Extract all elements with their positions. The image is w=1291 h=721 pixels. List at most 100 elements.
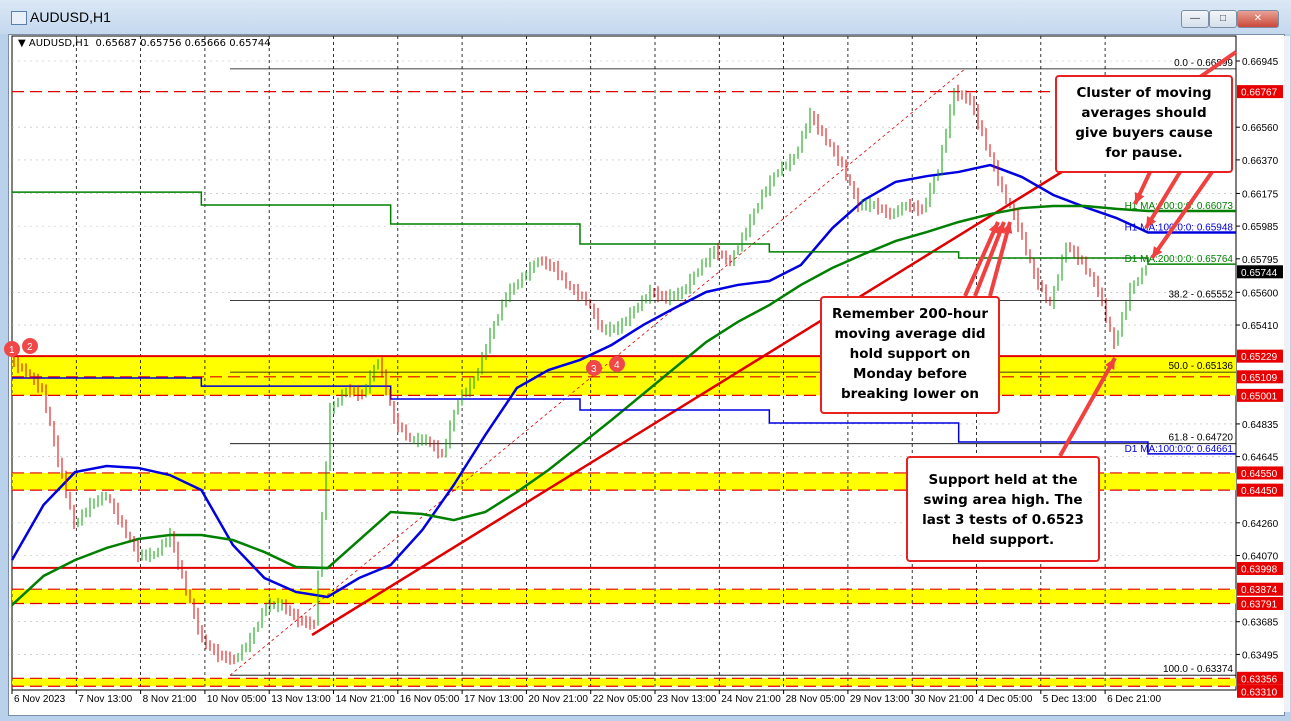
y-tick-label: 0.64260: [1242, 519, 1279, 530]
price-label-box: [1237, 596, 1283, 610]
x-tick-label: 28 Nov 05:00: [786, 694, 846, 705]
header-symbol: AUDUSD,H1: [28, 38, 90, 49]
annotation-arrow: [1198, 50, 1238, 79]
y-tick-label: 0.63495: [1242, 650, 1279, 661]
x-tick-label: 23 Nov 13:00: [657, 694, 717, 705]
y-tick-label: 0.65795: [1242, 255, 1279, 266]
x-tick-label: 7 Nov 13:00: [78, 694, 132, 705]
x-tick-label: 20 Nov 21:00: [528, 694, 588, 705]
price-label-box: [1237, 85, 1283, 99]
moving-average-label: D1 MA:200:0:0: 0.65764: [1125, 254, 1234, 265]
annotation-ma-cluster: Cluster of moving averages should give b…: [1055, 75, 1233, 173]
y-tick-label: 0.66560: [1242, 123, 1279, 134]
annotation-support-held: Support held at the swing area high. The…: [906, 456, 1100, 562]
x-tick-label: 24 Nov 21:00: [721, 694, 781, 705]
x-tick-label: 8 Nov 21:00: [143, 694, 197, 705]
fib-level-label: 38.2 - 0.65552: [1169, 290, 1234, 301]
current-price-label: 0.65744: [1241, 268, 1278, 279]
x-tick-label: 5 Dec 13:00: [1043, 694, 1097, 705]
price-label-box: [1237, 388, 1283, 402]
close-button[interactable]: ✕: [1237, 10, 1279, 28]
annotation-arrow: [963, 221, 1000, 297]
x-tick-label: 13 Nov 13:00: [271, 694, 331, 705]
test-marker-label: 2: [27, 342, 33, 353]
price-label: 0.63998: [1241, 565, 1278, 576]
price-label: 0.66767: [1241, 88, 1278, 99]
moving-average-line: [10, 163, 1236, 599]
price-label-box: [1237, 370, 1283, 384]
arrowhead-icon: [988, 222, 999, 234]
test-marker-circle: [4, 341, 20, 357]
price-label-box: [1237, 582, 1283, 596]
fib-level-label: 0.0 - 0.66899: [1174, 58, 1233, 69]
price-label-box: [1237, 483, 1283, 497]
header-low: 0.65666: [184, 38, 226, 49]
test-marker-circle: [609, 356, 625, 372]
arrowhead-icon: [1134, 192, 1145, 204]
header-high: 0.65756: [140, 38, 182, 49]
moving-average-label: H1 MA:200:0:0: 0.66073: [1125, 201, 1234, 212]
price-label: 0.64550: [1241, 469, 1278, 480]
moving-average-line: [11, 204, 1236, 606]
fib-level-label: 50.0 - 0.65136: [1169, 361, 1234, 372]
test-marker-label: 4: [614, 360, 620, 371]
header-close: 0.65744: [229, 38, 271, 49]
x-tick-label: 29 Nov 13:00: [850, 694, 910, 705]
fib-level-label: 61.8 - 0.64720: [1169, 433, 1234, 444]
collapse-arrow-icon[interactable]: ▼: [18, 38, 26, 49]
trend-line: [311, 168, 1066, 637]
x-tick-label: 4 Dec 05:00: [979, 694, 1033, 705]
annotation-arrow: [973, 221, 1006, 297]
moving-average-label: D1 MA:100:0:0: 0.64661: [1125, 444, 1234, 455]
price-label: 0.65001: [1241, 391, 1278, 402]
y-tick-label: 0.64835: [1242, 420, 1279, 431]
fib-level-label: 100.0 - 0.63374: [1163, 664, 1233, 675]
x-tick-label: 17 Nov 13:00: [464, 694, 524, 705]
y-tick-label: 0.66945: [1242, 57, 1279, 68]
minimize-button[interactable]: —: [1181, 10, 1209, 28]
moving-average-label: H1 MA:100:0:0: 0.65948: [1125, 222, 1234, 233]
x-tick-label: 10 Nov 05:00: [207, 694, 267, 705]
annotation-200-hour-ma: Remember 200-hour moving average did hol…: [820, 296, 1000, 414]
y-tick-label: 0.65410: [1242, 321, 1279, 332]
test-marker-label: 3: [591, 364, 597, 375]
price-label-box: [1237, 562, 1283, 575]
y-tick-label: 0.64645: [1242, 453, 1279, 464]
price-label-box: [1237, 349, 1283, 363]
window-scrollbar[interactable]: [1284, 36, 1290, 712]
price-label: 0.63791: [1241, 599, 1278, 610]
header-open: 0.65687: [95, 38, 137, 49]
test-marker-label: 1: [9, 345, 15, 356]
y-tick-label: 0.66370: [1242, 156, 1279, 167]
arrowhead-icon: [1146, 216, 1157, 228]
y-tick-label: 0.65600: [1242, 288, 1279, 299]
window-title: AUDUSD,H1: [30, 9, 111, 25]
moving-average-line: [12, 191, 1236, 265]
chart-window-icon: [11, 11, 27, 25]
price-label: 0.65229: [1241, 352, 1278, 363]
y-tick-label: 0.64070: [1242, 552, 1279, 563]
y-tick-label: 0.66175: [1242, 189, 1279, 200]
price-label: 0.65109: [1241, 373, 1278, 384]
test-marker-circle: [586, 360, 602, 376]
maximize-button[interactable]: □: [1209, 10, 1237, 28]
support-zone: [12, 589, 1236, 604]
arrowhead-icon: [1002, 222, 1013, 234]
moving-average-line: [12, 377, 1236, 455]
chart-header: ▼ AUDUSD,H1 0.65687 0.65756 0.65666 0.65…: [18, 38, 271, 49]
x-tick-label: 6 Nov 2023: [14, 694, 66, 705]
annotation-arrow: [988, 221, 1012, 297]
current-price-box: [1237, 265, 1283, 279]
window-titlebar: AUDUSD,H1 — □ ✕: [0, 0, 1291, 34]
x-tick-label: 16 Nov 05:00: [400, 694, 460, 705]
y-tick-label: 0.63685: [1242, 618, 1279, 629]
x-tick-label: 22 Nov 05:00: [593, 694, 653, 705]
price-label: 0.63874: [1241, 585, 1278, 596]
support-zone: [12, 678, 1236, 687]
annotation-arrow: [1058, 357, 1117, 457]
y-tick-label: 0.65985: [1242, 222, 1279, 233]
arrowhead-icon: [1105, 358, 1115, 370]
price-label-box: [1237, 466, 1283, 480]
price-label: 0.63356: [1241, 674, 1278, 685]
